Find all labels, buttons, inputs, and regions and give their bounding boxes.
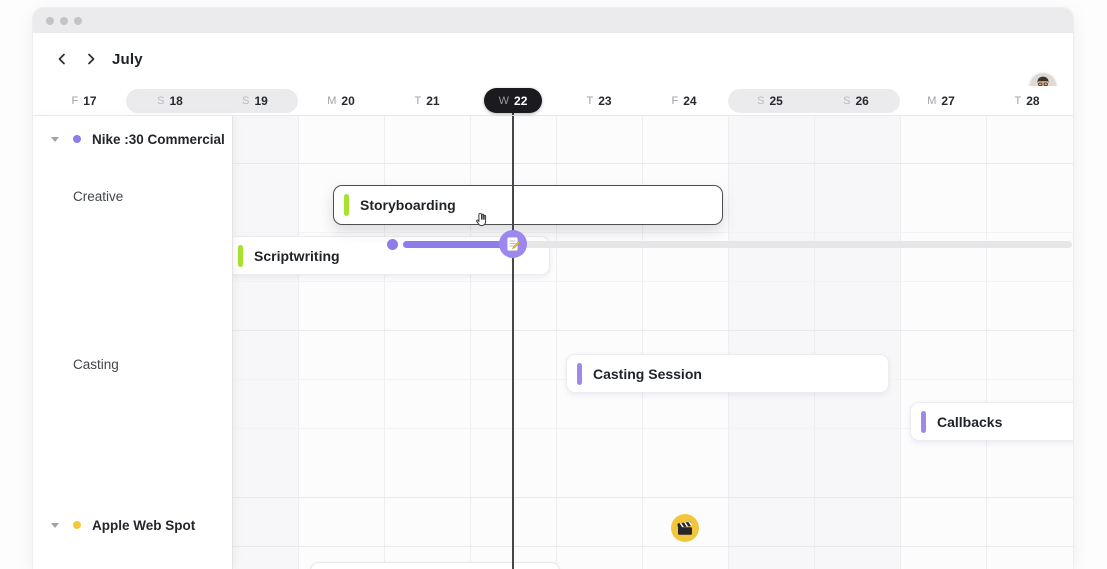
day-cell: F 24 xyxy=(671,86,696,115)
grid-column-line xyxy=(642,115,643,569)
timeline-progress xyxy=(403,240,514,248)
grid-row-line xyxy=(233,232,1073,233)
clapper-milestone-icon[interactable] xyxy=(671,514,699,542)
task-stripe xyxy=(921,410,926,433)
task-card-partial[interactable] xyxy=(310,562,560,569)
day-cell: F 17 xyxy=(71,86,96,115)
day-cell: S 25 xyxy=(757,86,783,115)
day-letter: T xyxy=(1014,94,1022,107)
titlebar xyxy=(33,8,1073,33)
task-label: Storyboarding xyxy=(360,197,456,213)
task-label: Casting Session xyxy=(593,365,702,382)
day-letter: T xyxy=(586,94,594,107)
project-color-dot xyxy=(73,135,81,143)
task-stripe xyxy=(344,194,349,216)
grid-column-line xyxy=(298,115,299,569)
task-card-storyboarding[interactable]: Storyboarding xyxy=(333,185,723,225)
prev-month-button[interactable] xyxy=(52,49,72,69)
day-number: 23 xyxy=(598,93,612,108)
day-number: 22 xyxy=(514,93,528,108)
grab-hand-cursor-icon xyxy=(473,212,489,233)
task-card-callbacks[interactable]: Callbacks xyxy=(910,402,1073,441)
day-number: 18 xyxy=(169,93,183,108)
grid-column-line xyxy=(900,115,901,569)
section-divider-line xyxy=(33,497,1073,498)
project-color-dot xyxy=(73,521,81,529)
day-letter: M xyxy=(927,94,937,107)
next-month-button[interactable] xyxy=(81,49,101,69)
day-letter: F xyxy=(671,94,679,107)
task-label: Callbacks xyxy=(937,413,1003,430)
project-name: Nike :30 Commercial xyxy=(92,131,225,147)
current-time-line xyxy=(512,113,514,569)
header: July xyxy=(33,33,1073,99)
weekend-pill xyxy=(126,89,298,113)
day-letter: S xyxy=(757,94,765,107)
day-number: 17 xyxy=(83,93,97,108)
section-label-casting: Casting xyxy=(73,357,119,372)
task-stripe xyxy=(238,244,243,267)
timeline-track xyxy=(403,240,1072,248)
today-pill: W 22 xyxy=(484,88,542,113)
day-letter: S xyxy=(242,94,250,107)
task-card-casting-session[interactable]: Casting Session xyxy=(566,354,889,393)
day-number: 25 xyxy=(769,93,783,108)
section-divider-line xyxy=(33,330,1073,331)
grid-row-line xyxy=(233,281,1073,282)
day-cell: S 26 xyxy=(843,86,869,115)
grid-column-line xyxy=(384,115,385,569)
date-header: F 17 S 18 S 19 M 20 T 21 W 22 T 23 F 24 xyxy=(33,86,1073,115)
chevron-left-icon xyxy=(58,53,65,65)
project-name: Apple Web Spot xyxy=(92,517,196,533)
section-label-creative: Creative xyxy=(73,189,124,204)
grid-column-line xyxy=(986,115,987,569)
day-number: 21 xyxy=(426,93,440,108)
project-row-nike[interactable]: Nike :30 Commercial xyxy=(33,115,232,163)
day-number: 28 xyxy=(1026,93,1040,108)
timeline-start-dot xyxy=(387,238,398,250)
section-divider-line xyxy=(33,546,1073,547)
section-divider-line xyxy=(33,163,1073,164)
day-number: 24 xyxy=(683,93,697,108)
window-dot-icon xyxy=(46,16,54,25)
day-cell: S 18 xyxy=(157,86,183,115)
grid-row-line xyxy=(233,428,1073,429)
window-dot-icon xyxy=(74,16,82,25)
day-number: 27 xyxy=(941,93,955,108)
day-cell: T 21 xyxy=(414,86,439,115)
task-label: Scriptwriting xyxy=(254,247,340,264)
day-cell: T 28 xyxy=(1014,86,1039,115)
grid-column-line xyxy=(814,115,815,569)
chevron-down-icon[interactable] xyxy=(51,522,59,528)
weekend-pill xyxy=(728,89,900,113)
clapper-icon xyxy=(677,521,692,535)
project-row-apple[interactable]: Apple Web Spot xyxy=(33,501,232,549)
day-cell: M 20 xyxy=(327,86,355,115)
grid-column-line xyxy=(728,115,729,569)
grid-top-border xyxy=(33,115,1073,116)
day-letter: W xyxy=(498,94,510,107)
day-letter: F xyxy=(71,94,79,107)
memo-milestone-icon[interactable] xyxy=(499,230,527,258)
chevron-right-icon xyxy=(88,53,95,65)
month-label: July xyxy=(112,51,143,68)
memo-icon xyxy=(507,237,521,251)
day-letter: M xyxy=(327,94,337,107)
day-cell: M 27 xyxy=(927,86,955,115)
day-letter: T xyxy=(414,94,422,107)
grid-column-line xyxy=(470,115,471,569)
task-stripe xyxy=(577,362,582,385)
sidebar: Nike :30 Commercial Creative Casting App… xyxy=(33,115,233,569)
app-window: July F 17 S 18 S 19 M xyxy=(33,8,1073,569)
day-number: 20 xyxy=(341,93,355,108)
window-dot-icon xyxy=(60,16,68,25)
day-cell: S 19 xyxy=(242,86,268,115)
day-cell: T 23 xyxy=(586,86,611,115)
day-letter: S xyxy=(157,94,165,107)
chevron-down-icon[interactable] xyxy=(51,136,59,142)
grid-column-line xyxy=(556,115,557,569)
day-letter: S xyxy=(843,94,851,107)
day-number: 19 xyxy=(254,93,268,108)
day-number: 26 xyxy=(855,93,869,108)
